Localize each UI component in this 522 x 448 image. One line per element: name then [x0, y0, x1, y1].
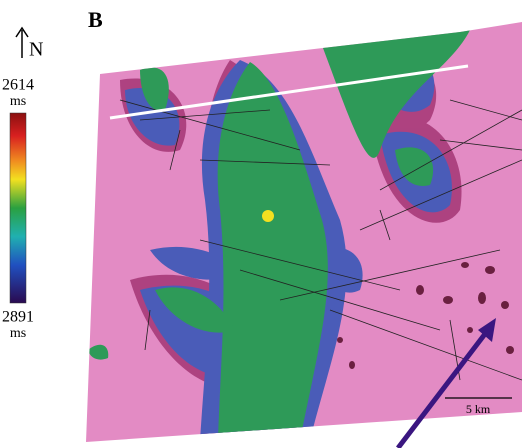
colorbar-bottom-unit: ms — [10, 326, 26, 341]
scale-label: 5 km — [466, 402, 491, 416]
north-arrow: N — [16, 28, 43, 61]
north-label: N — [29, 39, 43, 61]
colorbar-top-value: 2614 — [2, 77, 34, 94]
figure-panel: B N 2614 ms 2891 ms — [0, 0, 522, 448]
panel-label: B — [88, 7, 103, 32]
seismic-map — [80, 20, 522, 445]
colorbar-bottom-value: 2891 — [2, 309, 34, 326]
colorbar-top-unit: ms — [10, 94, 26, 109]
colorbar — [10, 113, 26, 303]
